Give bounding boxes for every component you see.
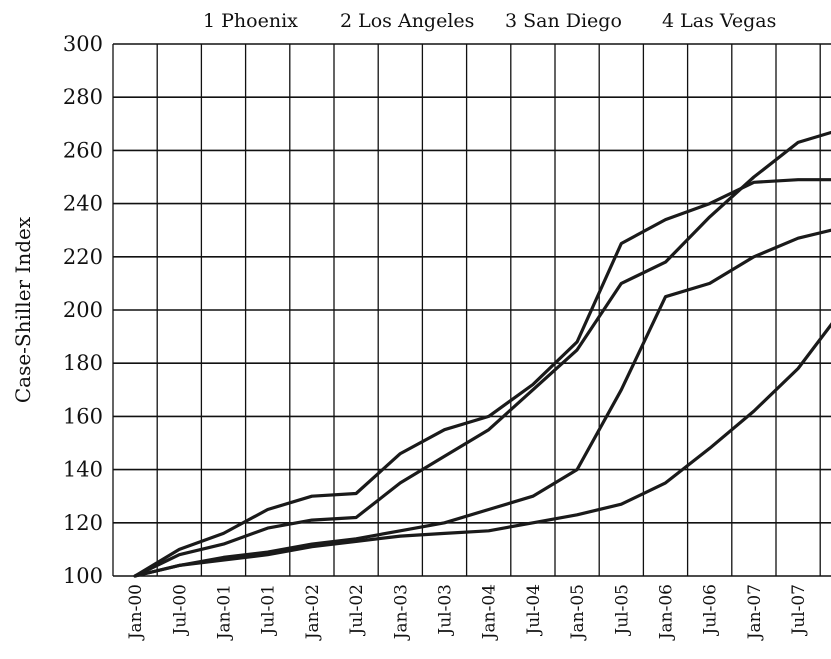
series-line-1 [133, 322, 831, 578]
legend-item: 2 Los Angeles [340, 10, 474, 32]
x-tick-label: Jul-03 [436, 584, 456, 637]
x-axis-ticks: Jan-00 Jul-00 Jan-01 Jul-01 Jan-02 Jul-02 Jan-… [126, 584, 809, 641]
y-axis-label: Case-Shiller Index [11, 216, 35, 403]
x-tick-label: Jul-07 [789, 584, 809, 637]
y-tick-label: 180 [63, 351, 103, 375]
x-tick-label: Jan-06 [657, 584, 677, 641]
x-tick-label: Jan-03 [391, 584, 411, 641]
x-tick-label: Jan-01 [215, 584, 235, 641]
legend-item: 3 San Diego [505, 10, 622, 32]
y-axis-ticks: 100 120 140 160 180 200 220 240 260 280 300 [63, 32, 103, 588]
y-tick-label: 220 [63, 245, 103, 269]
y-tick-label: 240 [63, 192, 103, 216]
x-tick-label: Jan-05 [568, 584, 588, 641]
chart-grid [112, 43, 831, 577]
y-tick-label: 200 [63, 298, 103, 322]
legend-item: 1 Phoenix [203, 10, 298, 32]
x-tick-label: Jul-05 [612, 584, 632, 637]
y-tick-label: 260 [63, 138, 103, 162]
x-tick-label: Jul-04 [524, 584, 544, 637]
x-tick-label: Jul-06 [701, 584, 721, 637]
series-line-3 [133, 178, 831, 578]
legend: 1 Phoenix 2 Los Angeles 3 San Diego 4 Las V… [203, 10, 776, 32]
x-tick-label: Jul-01 [259, 584, 279, 637]
series-line-2 [133, 130, 831, 578]
x-tick-label: Jul-00 [170, 584, 190, 637]
y-tick-label: 100 [63, 564, 103, 588]
y-tick-label: 140 [63, 458, 103, 482]
y-tick-label: 280 [63, 85, 103, 109]
legend-item: 4 Las Vegas [662, 10, 776, 32]
x-tick-label: Jan-00 [126, 584, 146, 641]
x-tick-label: Jan-07 [745, 584, 765, 641]
series-line-4 [133, 228, 831, 578]
x-tick-label: Jan-02 [303, 584, 323, 641]
x-tick-label: Jan-04 [480, 584, 500, 641]
series-group [133, 130, 831, 578]
y-tick-label: 160 [63, 404, 103, 428]
x-tick-label: Jul-02 [347, 584, 367, 637]
y-tick-label: 300 [63, 32, 103, 56]
y-tick-label: 120 [63, 511, 103, 535]
